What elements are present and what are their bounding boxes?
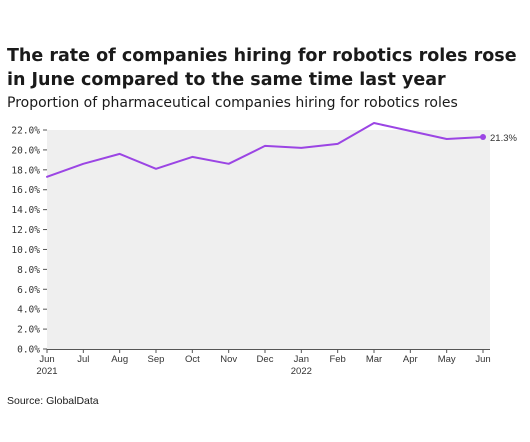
x-tick-label: Sep (148, 354, 165, 365)
y-axis: 0.0% 2.0% 4.0% 6.0% 8.0% 10.0% 12.0% 14.0% 16.0%… (11, 126, 47, 356)
x-tick-label: Oct (185, 354, 200, 365)
x-tick-label: Mar (366, 354, 382, 365)
y-tick-label: 22.0% (11, 126, 40, 137)
x-tick-label: Feb (329, 354, 345, 365)
y-tick-label: 6.0% (17, 285, 40, 296)
y-tick-label: 12.0% (11, 225, 40, 236)
series-line (46, 122, 484, 178)
end-point-marker (480, 133, 486, 140)
y-tick-label: 14.0% (11, 205, 40, 216)
chart-subtitle: Proportion of pharmaceutical companies h… (7, 95, 458, 111)
x-tick-label: 2021 (36, 366, 57, 377)
y-tick-label: 10.0% (11, 245, 40, 256)
y-tick-label: 18.0% (11, 165, 40, 176)
y-tick-label: 20.0% (11, 145, 40, 156)
source-note: Source: GlobalData (7, 395, 99, 407)
plot-background (47, 130, 490, 349)
chart-title: The rate of companies hiring for robotic… (7, 46, 517, 90)
x-tick-label: Nov (220, 354, 237, 365)
end-value-label: 21.3% (490, 133, 517, 144)
plot-area (47, 130, 490, 350)
x-tick-label: Jul (77, 354, 89, 365)
x-tick-label: 2022 (291, 366, 312, 377)
x-tick-label: May (438, 354, 456, 365)
x-tick-label: Jun (475, 354, 490, 365)
series-robotics-hiring: 21.3% (46, 122, 517, 178)
y-tick-label: 8.0% (17, 265, 40, 276)
y-tick-label: 16.0% (11, 185, 40, 196)
x-tick-label: Apr (403, 354, 418, 365)
x-tick-label: Dec (257, 354, 274, 365)
y-tick-label: 4.0% (17, 305, 40, 316)
y-tick-label: 2.0% (17, 325, 40, 336)
y-tick-label: 0.0% (17, 345, 40, 356)
x-tick-label: Jan (294, 354, 309, 365)
x-tick-label: Jun (39, 354, 54, 365)
x-tick-label: Aug (111, 354, 128, 365)
